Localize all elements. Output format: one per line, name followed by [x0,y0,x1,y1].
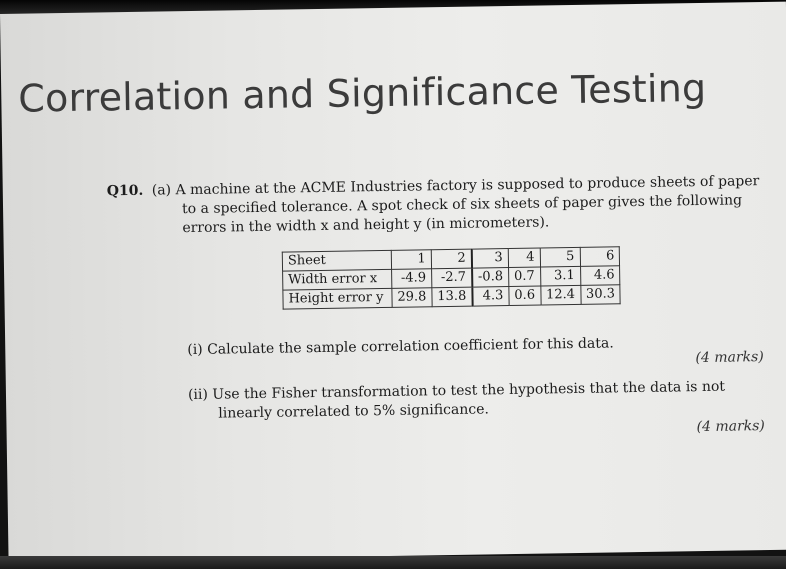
table-cell: 1 [391,249,432,270]
part-text: Calculate the sample correlation coeffic… [207,335,614,358]
part-label: (ii) [187,386,209,404]
table-cell: 0.7 [508,267,541,287]
table-cell: 3 [471,248,509,269]
part-text: Use the Fisher transformation to test th… [212,378,726,403]
table-cell: 30.3 [580,284,621,305]
table-cell: -0.8 [471,267,509,288]
table-cell: -2.7 [431,268,473,288]
table-cell: 5 [539,247,581,268]
question-number: Q10. [106,182,144,200]
table-cell: 4.3 [472,286,510,307]
table-cell: -4.9 [391,268,432,289]
part-ii-line-2: linearly correlated to 5% significance. [218,401,490,422]
table-header-cell: Sheet [282,250,392,272]
table-cell: 29.8 [391,287,432,308]
question-part-label: (a) [151,182,172,199]
screen-bottom-bezel [0,556,786,569]
table-cell: 4 [508,248,541,268]
marks-label: (4 marks) [696,418,765,436]
table-cell: 2 [431,249,472,269]
table-cell: 4.6 [580,265,621,286]
table-cell: 6 [579,246,621,267]
part-i: (i) Calculate the sample correlation coe… [187,334,614,360]
table-row-label: Height error y [282,288,393,310]
slide-title: Correlation and Significance Testing [17,65,707,121]
table-cell: 0.6 [508,286,541,306]
part-label: (i) [187,341,203,359]
marks-label: (4 marks) [695,349,764,367]
table-cell: 12.4 [540,285,581,306]
table-row-label: Width error x [282,269,392,291]
table-cell: 13.8 [431,287,473,307]
data-table: Sheet 1 2 3 4 5 6 Width error x -4.9 -2.… [282,246,621,310]
question-text: Q10. (a) A machine at the ACME Industrie… [107,172,768,239]
table-cell: 3.1 [540,266,581,287]
